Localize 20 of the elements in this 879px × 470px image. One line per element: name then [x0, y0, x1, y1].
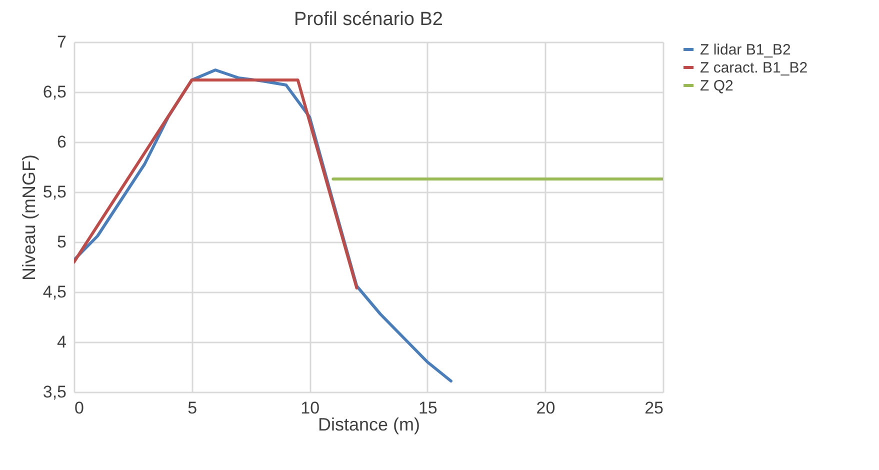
x-tick-label: 0 [74, 398, 84, 418]
x-tick-label: 20 [536, 398, 556, 418]
x-tick-label: 25 [644, 398, 664, 418]
legend-label: Z lidar B1_B2 [700, 42, 791, 58]
y-tick-label: 3,5 [42, 382, 66, 402]
y-tick-label: 4,5 [42, 282, 66, 302]
x-tick-label: 5 [188, 398, 198, 418]
legend-label: Z Q2 [700, 78, 734, 94]
y-tick-label: 6 [57, 132, 66, 152]
x-axis-title: Distance (m) [318, 414, 420, 434]
y-tick-label: 5 [57, 232, 66, 252]
y-tick-label: 7 [57, 32, 66, 52]
y-tick-label: 4 [57, 332, 66, 352]
chart-title: Profil scénario B2 [294, 9, 443, 30]
y-tick-label: 5,5 [42, 182, 66, 202]
x-tick-label: 15 [418, 398, 438, 418]
y-axis-title: Niveau (mNGF) [18, 154, 39, 281]
legend-label: Z caract. B1_B2 [700, 60, 808, 76]
x-tick-label: 10 [300, 398, 320, 418]
y-tick-label: 6,5 [42, 82, 66, 102]
